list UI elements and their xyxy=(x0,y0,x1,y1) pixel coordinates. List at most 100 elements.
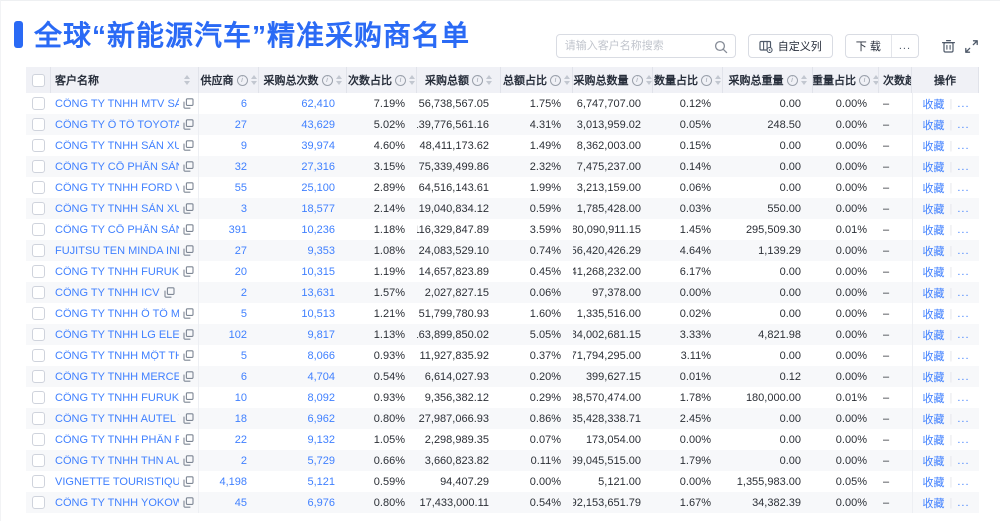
copy-icon[interactable] xyxy=(183,371,194,382)
cell-supplier[interactable]: 5 xyxy=(240,349,247,362)
row-checkbox[interactable] xyxy=(32,244,45,257)
info-icon[interactable]: i xyxy=(321,74,333,86)
customer-name-link[interactable]: CÔNG TY Ô TÔ TOYOTA VIỆT ... xyxy=(55,118,179,131)
copy-icon[interactable] xyxy=(183,245,194,256)
column-header-timesPct[interactable]: 次数占比 i xyxy=(347,67,417,93)
customer-name-link[interactable]: CÔNG TY TNHH MERCEDES–B... xyxy=(55,370,179,383)
row-more-button[interactable]: ... xyxy=(957,244,970,257)
info-icon[interactable]: i xyxy=(786,74,798,86)
favorite-button[interactable]: 收藏 xyxy=(922,434,945,447)
cell-times[interactable]: 6,962 xyxy=(307,412,335,425)
column-header-name[interactable]: 客户名称 xyxy=(51,67,199,93)
row-more-button[interactable]: ... xyxy=(957,307,970,320)
column-header-qtyPct[interactable]: 数量占比 i xyxy=(653,67,723,93)
favorite-button[interactable]: 收藏 xyxy=(922,203,945,216)
cell-supplier[interactable]: 2 xyxy=(240,454,247,467)
sort-icon[interactable] xyxy=(486,75,492,85)
customer-name-link[interactable]: CÔNG TY TNHH THN AUTOPAR... xyxy=(55,454,179,467)
cell-times[interactable]: 9,353 xyxy=(307,244,335,257)
favorite-button[interactable]: 收藏 xyxy=(922,455,945,468)
favorite-button[interactable]: 收藏 xyxy=(922,140,945,153)
cell-supplier[interactable]: 6 xyxy=(240,370,247,383)
cell-times[interactable]: 10,236 xyxy=(301,223,335,236)
customer-name-link[interactable]: CÔNG TY TNHH LG ELECTRON... xyxy=(55,328,179,341)
cell-supplier[interactable]: 2 xyxy=(240,286,247,299)
copy-icon[interactable] xyxy=(183,497,194,508)
customer-name-link[interactable]: CÔNG TY CỔ PHẦN SẢN XUẤT... xyxy=(55,160,179,173)
info-icon[interactable]: i xyxy=(472,74,483,86)
sort-icon[interactable] xyxy=(564,75,570,85)
row-checkbox[interactable] xyxy=(32,286,45,299)
row-more-button[interactable]: ... xyxy=(957,139,970,152)
cell-supplier[interactable]: 45 xyxy=(234,496,247,509)
row-more-button[interactable]: ... xyxy=(957,118,970,131)
row-more-button[interactable]: ... xyxy=(957,328,970,341)
favorite-button[interactable]: 收藏 xyxy=(922,287,945,300)
cell-times[interactable]: 10,315 xyxy=(301,265,335,278)
sort-icon[interactable] xyxy=(645,75,652,85)
row-more-button[interactable]: ... xyxy=(957,412,970,425)
copy-icon[interactable] xyxy=(183,329,194,340)
cell-times[interactable]: 25,100 xyxy=(301,181,335,194)
row-checkbox[interactable] xyxy=(32,181,45,194)
cell-supplier[interactable]: 18 xyxy=(234,412,247,425)
column-header-times[interactable]: 采购总次数 i xyxy=(259,67,347,93)
cell-supplier[interactable]: 20 xyxy=(234,265,247,278)
cell-times[interactable]: 10,513 xyxy=(301,307,335,320)
row-more-button[interactable]: ... xyxy=(957,97,970,110)
row-checkbox[interactable] xyxy=(32,118,45,131)
cell-times[interactable]: 13,631 xyxy=(301,286,335,299)
info-icon[interactable]: i xyxy=(859,74,870,86)
cell-supplier[interactable]: 27 xyxy=(234,118,247,131)
row-more-button[interactable]: ... xyxy=(957,370,970,383)
customer-name-link[interactable]: CÔNG TY TNHH PHÂN PHỐI T... xyxy=(55,433,179,446)
cell-times[interactable]: 6,976 xyxy=(307,496,335,509)
customer-name-link[interactable]: FUJITSU TEN MINDA INDIA PVT... xyxy=(55,244,179,257)
favorite-button[interactable]: 收藏 xyxy=(922,350,945,363)
favorite-button[interactable]: 收藏 xyxy=(922,161,945,174)
favorite-button[interactable]: 收藏 xyxy=(922,266,945,279)
row-more-button[interactable]: ... xyxy=(957,433,970,446)
row-more-button[interactable]: ... xyxy=(957,286,970,299)
customer-name-link[interactable]: CÔNG TY TNHH ICV xyxy=(55,286,160,299)
favorite-button[interactable]: 收藏 xyxy=(922,224,945,237)
copy-icon[interactable] xyxy=(183,392,194,403)
info-icon[interactable]: i xyxy=(701,74,712,86)
column-header-weightPct[interactable]: 重量占比 i xyxy=(813,67,879,93)
column-header-weight[interactable]: 采购总重量 i xyxy=(723,67,813,93)
sort-icon[interactable] xyxy=(409,75,415,85)
copy-icon[interactable] xyxy=(183,350,194,361)
sort-icon[interactable] xyxy=(800,75,807,85)
row-checkbox[interactable] xyxy=(32,223,45,236)
customer-name-link[interactable]: CÔNG TY TNHH SẢN XUẤT VÀ ... xyxy=(55,202,179,215)
copy-icon[interactable] xyxy=(183,476,194,487)
copy-icon[interactable] xyxy=(183,182,194,193)
sort-icon[interactable] xyxy=(715,75,721,85)
select-all-checkbox[interactable] xyxy=(31,73,45,87)
cell-supplier[interactable]: 6 xyxy=(240,97,247,110)
customer-name-link[interactable]: CÔNG TY TNHH FURUKAWA A... xyxy=(55,265,179,278)
customer-name-link[interactable]: CÔNG TY TNHH SẢN XUẤT VÀ ... xyxy=(55,139,179,152)
favorite-button[interactable]: 收藏 xyxy=(922,371,945,384)
row-checkbox[interactable] xyxy=(32,202,45,215)
cell-times[interactable]: 39,974 xyxy=(301,139,335,152)
cell-times[interactable]: 27,316 xyxy=(301,160,335,173)
customer-name-link[interactable]: VIGNETTE TOURISTIQUE G UNI... xyxy=(55,475,179,488)
row-checkbox[interactable] xyxy=(32,412,45,425)
row-checkbox[interactable] xyxy=(32,265,45,278)
row-more-button[interactable]: ... xyxy=(957,223,970,236)
column-header-qty[interactable]: 采购总数量 i xyxy=(573,67,653,93)
sort-icon[interactable] xyxy=(873,75,878,85)
info-icon[interactable]: i xyxy=(631,74,643,86)
cell-supplier[interactable]: 4,198 xyxy=(219,475,247,488)
cell-times[interactable]: 43,629 xyxy=(301,118,335,131)
cell-times[interactable]: 8,092 xyxy=(307,391,335,404)
favorite-button[interactable]: 收藏 xyxy=(922,476,945,489)
copy-icon[interactable] xyxy=(183,413,194,424)
customer-name-link[interactable]: CÔNG TY TNHH MTV SẢN XUẤ... xyxy=(55,97,179,110)
customer-name-link[interactable]: CÔNG TY TNHH MỘT THÀNH V... xyxy=(55,349,179,362)
customer-name-link[interactable]: CÔNG TY TNHH AUTEL VIỆT N... xyxy=(55,412,179,425)
sort-icon[interactable] xyxy=(335,75,342,85)
copy-icon[interactable] xyxy=(183,224,194,235)
cell-supplier[interactable]: 55 xyxy=(234,181,247,194)
